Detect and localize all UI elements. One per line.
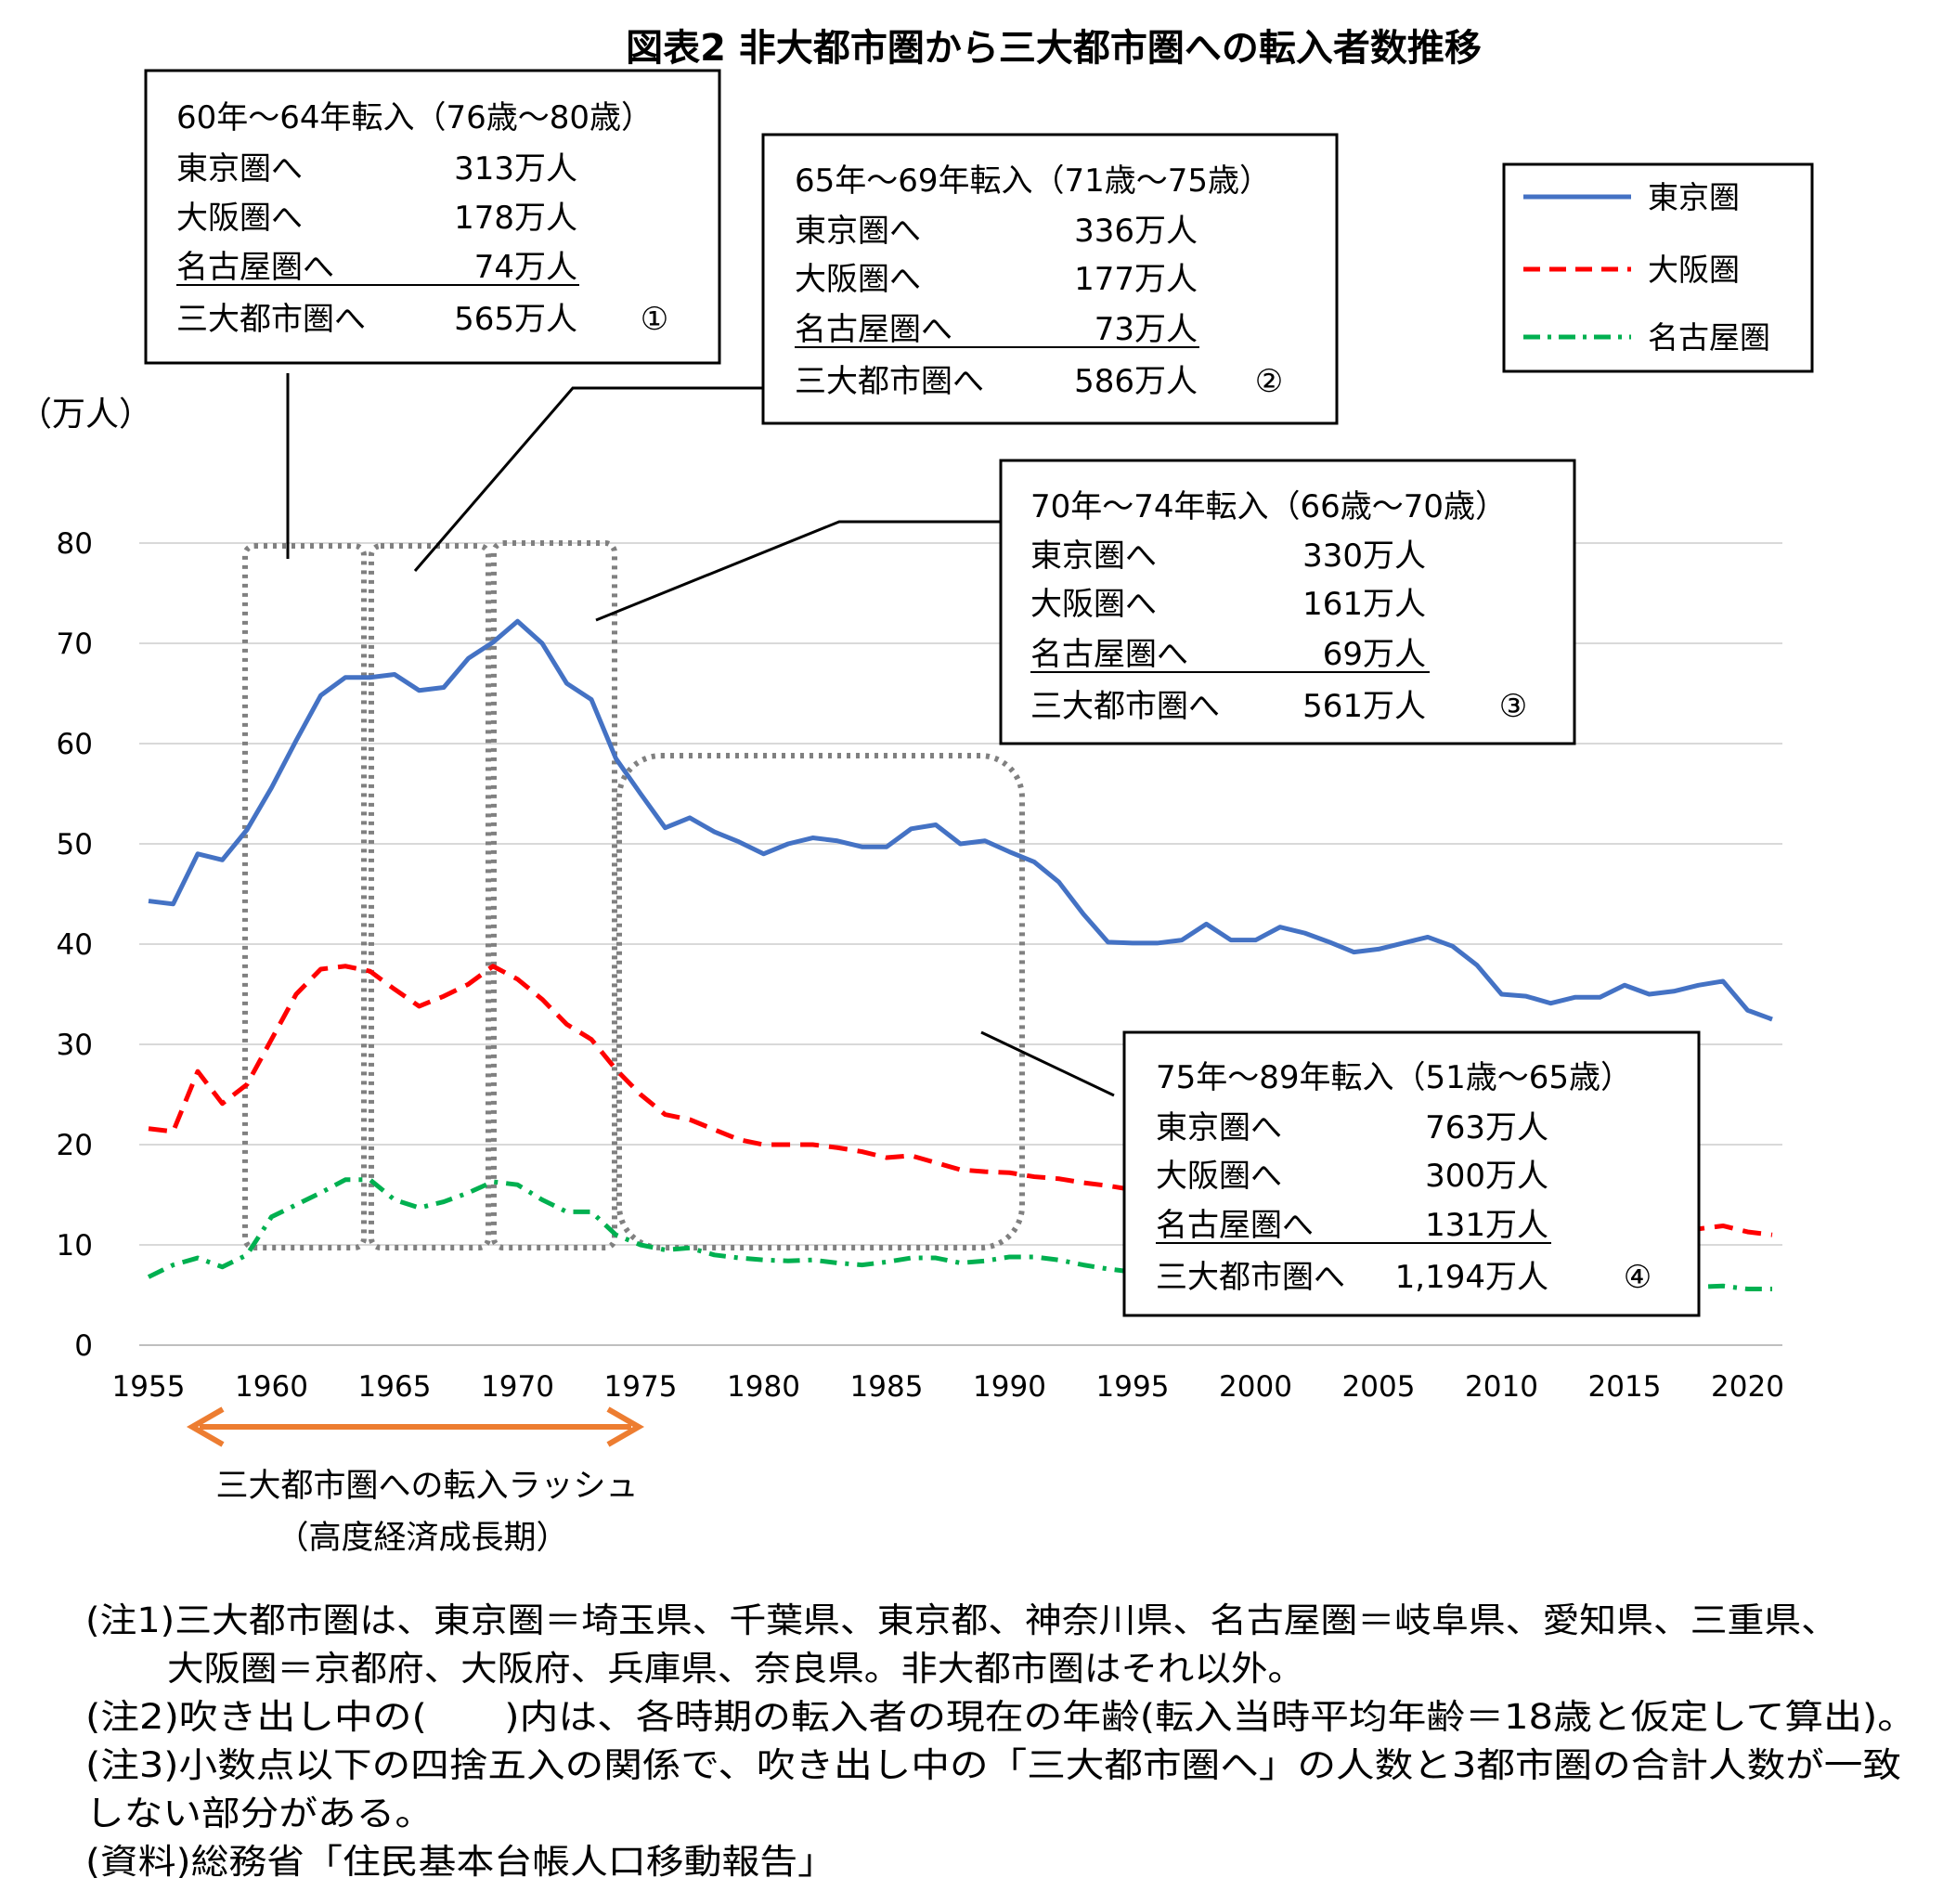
callout-4-row-1-value: 763万人 <box>1425 1109 1548 1146</box>
callout-1-row-2-value: 178万人 <box>454 200 577 237</box>
note-3: (注3)小数点以下の四捨五入の関係で、吹き出し中の「三大都市圏へ」の人数と3都市… <box>85 1745 1901 1785</box>
callout-2-row-2-value: 177万人 <box>1074 261 1198 298</box>
y-tick-label: 30 <box>57 1029 93 1062</box>
y-tick-label: 0 <box>74 1329 93 1363</box>
x-tick-label: 1980 <box>727 1370 800 1404</box>
x-tick-label: 2000 <box>1219 1370 1292 1404</box>
callout-2-row-2-label: 大阪圏へ <box>795 261 921 298</box>
callout-1-header: 60年～64年転入（76歳～80歳） <box>176 99 653 136</box>
callout-2-row-1-value: 336万人 <box>1074 213 1198 250</box>
highlight-box-4 <box>616 753 1025 1250</box>
callout-4-row-1-label: 東京圏へ <box>1156 1109 1282 1146</box>
callout-2-row-1-label: 東京圏へ <box>795 213 921 250</box>
legend: 東京圏 大阪圏 名古屋圏 <box>1502 162 1814 373</box>
y-tick-label: 10 <box>57 1229 93 1263</box>
callout-4-row-3-label: 名古屋圏へ <box>1156 1207 1314 1244</box>
y-tick-label: 20 <box>57 1129 93 1162</box>
note-1: (注1)三大都市圏は、東京圏＝埼玉県、千葉県、東京都、神奈川県、名古屋圏＝岐阜県… <box>85 1600 1838 1640</box>
chart-title: 図表2 非大都市圏から三大都市圏への転入者数推移 <box>626 27 1482 70</box>
x-tick-label: 1975 <box>604 1370 678 1404</box>
y-tick-label: 70 <box>57 628 93 661</box>
callout-4: 75年～89年転入（51歳～65歳） 東京圏へ 763万人 大阪圏へ 300万人… <box>1122 1030 1701 1317</box>
x-tick-label: 1960 <box>235 1370 308 1404</box>
callout-3-row-3-label: 名古屋圏へ <box>1030 636 1188 673</box>
highlight-boxes <box>242 540 1025 1250</box>
x-tick-labels: 1955 1960 1965 1970 1975 1980 1985 1990 1995 2000… <box>112 1370 1784 1404</box>
y-axis-label: （万人） <box>19 395 152 434</box>
callout-3-mark: ③ <box>1499 688 1527 725</box>
callout-3-row-1-label: 東京圏へ <box>1030 538 1157 575</box>
callout-3-row-2-label: 大阪圏へ <box>1030 586 1157 623</box>
callout-3-row-3-value: 69万人 <box>1323 636 1426 673</box>
notes: (注1)三大都市圏は、東京圏＝埼玉県、千葉県、東京都、神奈川県、名古屋圏＝岐阜県… <box>85 1600 1916 1882</box>
rush-sublabel: （高度経済成長期） <box>276 1520 568 1557</box>
callout-1-row-1-value: 313万人 <box>454 150 577 188</box>
highlight-box-3 <box>491 540 617 1250</box>
callout-4-row-2-label: 大阪圏へ <box>1156 1158 1282 1195</box>
x-tick-label: 2020 <box>1711 1370 1784 1404</box>
x-tick-label: 2015 <box>1588 1370 1662 1404</box>
callout-4-row-2-value: 300万人 <box>1425 1158 1548 1195</box>
highlight-box-1 <box>242 543 367 1250</box>
callout-1-total-value: 565万人 <box>454 301 577 338</box>
callout-2-header: 65年～69年転入（71歳～75歳） <box>795 162 1271 200</box>
callout-2-mark: ② <box>1255 363 1283 400</box>
callout-4-mark: ④ <box>1624 1259 1652 1296</box>
callout-4-total-label: 三大都市圏へ <box>1156 1259 1345 1296</box>
rush-label: 三大都市圏への転入ラッシュ <box>215 1468 638 1505</box>
callout-2-total-label: 三大都市圏へ <box>795 363 984 400</box>
x-tick-label: 1990 <box>973 1370 1046 1404</box>
callout-2-row-3-value: 73万人 <box>1095 311 1198 348</box>
callout-1-row-2-label: 大阪圏へ <box>176 200 303 237</box>
callout-4-header: 75年～89年転入（51歳～65歳） <box>1156 1059 1632 1096</box>
series-line-tokyo <box>148 618 1773 1022</box>
y-tick-label: 80 <box>57 527 93 561</box>
legend-label-tokyo: 東京圏 <box>1648 179 1740 215</box>
y-tick-label: 40 <box>57 928 93 962</box>
note-1-cont: 大阪圏＝京都府、大阪府、兵庫県、奈良県。非大都市圏はそれ以外。 <box>167 1649 1304 1689</box>
callout-3-row-2-value: 161万人 <box>1302 586 1426 623</box>
x-tick-label: 1995 <box>1096 1370 1170 1404</box>
callout-3-total-value: 561万人 <box>1302 688 1426 725</box>
x-tick-label: 1965 <box>358 1370 432 1404</box>
callout-3-total-label: 三大都市圏へ <box>1030 688 1220 725</box>
callout-1: 60年～64年転入（76歳～80歳） 東京圏へ 313万人 大阪圏へ 178万人… <box>144 69 721 365</box>
leader-line-4 <box>980 1030 1115 1097</box>
x-tick-label: 1955 <box>112 1370 186 1404</box>
note-source: (資料)総務省「住民基本台帳人口移動報告」 <box>85 1842 835 1882</box>
callout-3-row-1-value: 330万人 <box>1302 538 1426 575</box>
highlight-box-2 <box>369 543 491 1250</box>
legend-label-nagoya: 名古屋圏 <box>1648 319 1770 356</box>
x-tick-label: 2005 <box>1342 1370 1416 1404</box>
callout-4-row-3-value: 131万人 <box>1425 1207 1548 1244</box>
callout-1-row-3-value: 74万人 <box>474 249 577 286</box>
callout-1-total-label: 三大都市圏へ <box>176 301 366 338</box>
callout-2: 65年～69年転入（71歳～75歳） 東京圏へ 336万人 大阪圏へ 177万人… <box>761 133 1339 425</box>
callout-2-total-value: 586万人 <box>1074 363 1198 400</box>
callout-2-row-3-label: 名古屋圏へ <box>795 311 952 348</box>
note-3-cont: しない部分がある。 <box>85 1794 434 1833</box>
callout-1-mark: ① <box>641 301 668 338</box>
leader-line-3 <box>595 520 1001 622</box>
legend-label-osaka: 大阪圏 <box>1648 252 1740 288</box>
note-2: (注2)吹き出し中の( )内は、各時期の転入者の現在の年齢(転入当時平均年齢＝1… <box>85 1697 1916 1737</box>
callout-1-row-3-label: 名古屋圏へ <box>176 249 334 286</box>
callout-3: 70年～74年転入（66歳～70歳） 東京圏へ 330万人 大阪圏へ 161万人… <box>999 459 1576 745</box>
y-tick-label: 50 <box>57 828 93 861</box>
y-tick-labels: 0 10 20 30 40 50 60 70 80 <box>57 527 93 1363</box>
callout-4-total-value: 1,194万人 <box>1395 1259 1548 1296</box>
x-tick-label: 2010 <box>1465 1370 1538 1404</box>
x-tick-label: 1970 <box>481 1370 554 1404</box>
x-tick-label: 1985 <box>850 1370 924 1404</box>
leader-lines <box>286 373 1115 1097</box>
leader-line-2 <box>413 386 763 572</box>
callout-3-header: 70年～74年転入（66歳～70歳） <box>1030 488 1507 525</box>
callout-1-row-1-label: 東京圏へ <box>176 150 303 188</box>
rush-arrow <box>186 1406 645 1447</box>
y-tick-label: 60 <box>57 728 93 761</box>
